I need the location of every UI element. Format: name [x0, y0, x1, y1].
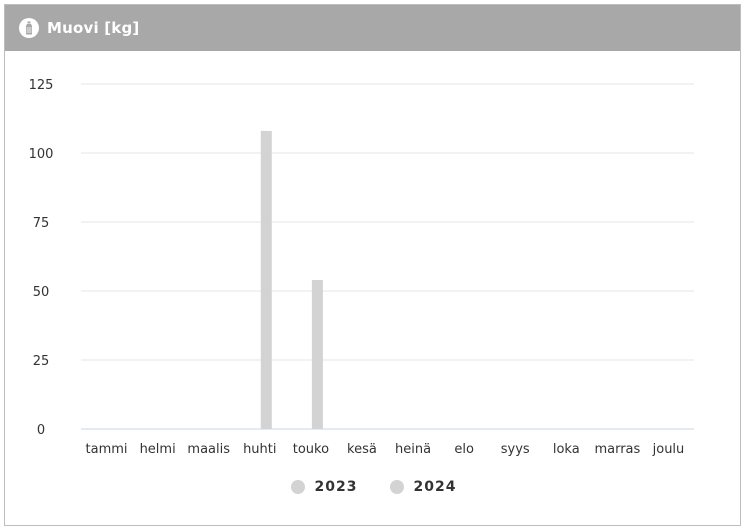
x-tick-label: kesä [347, 442, 377, 457]
x-tick-label: loka [553, 442, 580, 457]
x-tick-label: maalis [187, 442, 230, 457]
y-tick-label: 75 [33, 216, 50, 231]
x-tick-label: joulu [652, 442, 685, 457]
bar-2024-touko[interactable] [311, 279, 323, 429]
legend-label: 2023 [314, 479, 358, 495]
y-tick-label: 0 [37, 423, 45, 438]
legend-label: 2024 [413, 479, 457, 495]
y-tick-label: 25 [33, 354, 50, 369]
legend-dot-icon [290, 480, 305, 494]
panel-title: Muovi [kg] [47, 19, 140, 37]
bottle-icon [19, 18, 39, 38]
legend-item-2023[interactable]: 2023 [290, 479, 358, 495]
x-tick-label: heinä [395, 442, 431, 457]
x-tick-label: huhti [243, 442, 276, 457]
legend-item-2024[interactable]: 2024 [389, 479, 457, 495]
x-tick-label: marras [594, 442, 640, 457]
bar-chart: 0 25 50 75 100 125 tammi helmi maalis huhti touko k… [29, 78, 694, 457]
y-tick-label: 125 [29, 78, 54, 93]
panel-header: Muovi [kg] [5, 5, 740, 51]
x-tick-label: helmi [140, 442, 176, 457]
y-tick-label: 50 [33, 285, 50, 300]
x-tick-label: touko [293, 442, 329, 457]
legend-dot-icon [389, 480, 404, 494]
bar-2024-huhti[interactable] [260, 130, 272, 430]
y-tick-label: 100 [29, 147, 54, 162]
plastic-chart-panel: Muovi [kg] 0 25 50 75 100 125 tammi helmi maalis… [4, 4, 741, 526]
chart-legend: 2023 2024 [5, 479, 742, 495]
x-tick-label: tammi [86, 442, 128, 457]
x-tick-label: syys [501, 442, 530, 457]
chart-area: 0 25 50 75 100 125 tammi helmi maalis huhti touko k… [5, 51, 742, 525]
x-tick-label: elo [454, 442, 474, 457]
